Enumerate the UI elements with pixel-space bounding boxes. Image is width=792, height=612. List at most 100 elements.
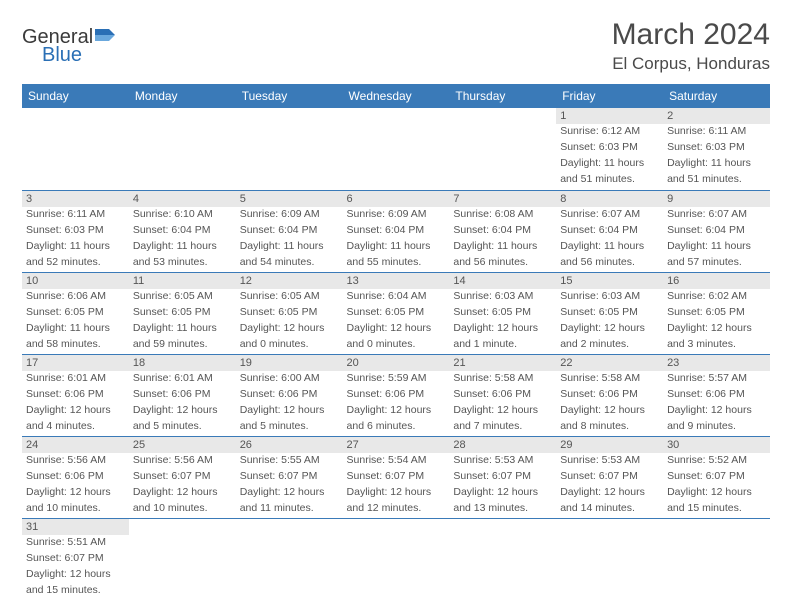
calendar-cell: 19Sunrise: 6:00 AMSunset: 6:06 PMDayligh… [236,354,343,436]
daylight-text: Daylight: 12 hours [129,403,236,419]
day-number: 27 [343,437,450,453]
daylight-text: Daylight: 12 hours [236,321,343,337]
daylight-text: Daylight: 11 hours [556,156,663,172]
sunrise-text: Sunrise: 6:03 AM [556,289,663,305]
sunset-text: Sunset: 6:07 PM [556,469,663,485]
daylight-text: Daylight: 12 hours [663,485,770,501]
daylight-text: Daylight: 12 hours [22,403,129,419]
daylight-text: Daylight: 12 hours [236,403,343,419]
day-number: 21 [449,355,556,371]
calendar-cell: 1Sunrise: 6:12 AMSunset: 6:03 PMDaylight… [556,108,663,190]
daylight-text: and 2 minutes. [556,337,663,353]
daylight-text: and 9 minutes. [663,419,770,435]
day-number [343,108,450,124]
calendar-cell: 21Sunrise: 5:58 AMSunset: 6:06 PMDayligh… [449,354,556,436]
calendar-cell: 17Sunrise: 6:01 AMSunset: 6:06 PMDayligh… [22,354,129,436]
day-number: 28 [449,437,556,453]
sunrise-text: Sunrise: 5:53 AM [556,453,663,469]
day-number: 31 [22,519,129,535]
sunrise-text: Sunrise: 6:04 AM [343,289,450,305]
calendar-cell [236,108,343,190]
day-number: 17 [22,355,129,371]
daylight-text: Daylight: 11 hours [663,156,770,172]
sunrise-text: Sunrise: 6:09 AM [343,207,450,223]
calendar-cell: 11Sunrise: 6:05 AMSunset: 6:05 PMDayligh… [129,272,236,354]
calendar-row: 1Sunrise: 6:12 AMSunset: 6:03 PMDaylight… [22,108,770,190]
calendar-cell: 24Sunrise: 5:56 AMSunset: 6:06 PMDayligh… [22,436,129,518]
daylight-text: and 57 minutes. [663,255,770,271]
sunset-text: Sunset: 6:07 PM [129,469,236,485]
sunset-text: Sunset: 6:06 PM [236,387,343,403]
sunset-text: Sunset: 6:06 PM [22,469,129,485]
sunset-text: Sunset: 6:03 PM [663,140,770,156]
daylight-text: and 0 minutes. [236,337,343,353]
weekday-header: Wednesday [343,84,450,108]
sunset-text: Sunset: 6:04 PM [236,223,343,239]
daylight-text: Daylight: 12 hours [449,485,556,501]
calendar-cell: 30Sunrise: 5:52 AMSunset: 6:07 PMDayligh… [663,436,770,518]
sunset-text: Sunset: 6:05 PM [343,305,450,321]
weekday-header: Thursday [449,84,556,108]
daylight-text: and 14 minutes. [556,501,663,517]
sunrise-text: Sunrise: 6:00 AM [236,371,343,387]
daylight-text: and 55 minutes. [343,255,450,271]
sunrise-text: Sunrise: 6:07 AM [556,207,663,223]
sunrise-text: Sunrise: 5:56 AM [129,453,236,469]
calendar-cell: 13Sunrise: 6:04 AMSunset: 6:05 PMDayligh… [343,272,450,354]
header: General March 2024 El Corpus, Honduras [22,18,770,74]
day-number [236,519,343,535]
daylight-text: Daylight: 12 hours [449,403,556,419]
sunrise-text: Sunrise: 6:10 AM [129,207,236,223]
day-number: 9 [663,191,770,207]
sunset-text: Sunset: 6:04 PM [129,223,236,239]
daylight-text: Daylight: 12 hours [663,403,770,419]
daylight-text: and 6 minutes. [343,419,450,435]
daylight-text: and 8 minutes. [556,419,663,435]
day-number [236,108,343,124]
daylight-text: Daylight: 12 hours [343,403,450,419]
sunrise-text: Sunrise: 6:07 AM [663,207,770,223]
daylight-text: Daylight: 12 hours [556,321,663,337]
weekday-header-row: Sunday Monday Tuesday Wednesday Thursday… [22,84,770,108]
calendar-cell: 31Sunrise: 5:51 AMSunset: 6:07 PMDayligh… [22,518,129,600]
day-number [556,519,663,535]
day-number [449,108,556,124]
day-number: 6 [343,191,450,207]
day-number: 8 [556,191,663,207]
calendar-cell: 8Sunrise: 6:07 AMSunset: 6:04 PMDaylight… [556,190,663,272]
daylight-text: Daylight: 11 hours [449,239,556,255]
daylight-text: Daylight: 12 hours [343,485,450,501]
sunrise-text: Sunrise: 6:05 AM [236,289,343,305]
sunset-text: Sunset: 6:04 PM [663,223,770,239]
daylight-text: and 5 minutes. [236,419,343,435]
calendar-cell: 25Sunrise: 5:56 AMSunset: 6:07 PMDayligh… [129,436,236,518]
daylight-text: Daylight: 12 hours [663,321,770,337]
daylight-text: Daylight: 12 hours [449,321,556,337]
calendar-cell: 5Sunrise: 6:09 AMSunset: 6:04 PMDaylight… [236,190,343,272]
sunset-text: Sunset: 6:07 PM [236,469,343,485]
sunset-text: Sunset: 6:06 PM [556,387,663,403]
day-number [343,519,450,535]
daylight-text: and 56 minutes. [556,255,663,271]
location-label: El Corpus, Honduras [612,54,770,74]
daylight-text: Daylight: 11 hours [129,321,236,337]
day-number: 29 [556,437,663,453]
calendar-cell: 15Sunrise: 6:03 AMSunset: 6:05 PMDayligh… [556,272,663,354]
daylight-text: Daylight: 11 hours [22,321,129,337]
sunset-text: Sunset: 6:05 PM [236,305,343,321]
sunset-text: Sunset: 6:04 PM [556,223,663,239]
logo-text-2: Blue [42,44,82,67]
title-block: March 2024 El Corpus, Honduras [612,18,770,74]
calendar-cell [343,108,450,190]
sunset-text: Sunset: 6:05 PM [22,305,129,321]
day-number: 11 [129,273,236,289]
daylight-text: and 0 minutes. [343,337,450,353]
sunset-text: Sunset: 6:03 PM [22,223,129,239]
sunset-text: Sunset: 6:06 PM [663,387,770,403]
sunset-text: Sunset: 6:06 PM [449,387,556,403]
daylight-text: and 53 minutes. [129,255,236,271]
calendar-cell: 3Sunrise: 6:11 AMSunset: 6:03 PMDaylight… [22,190,129,272]
day-number: 19 [236,355,343,371]
calendar-cell: 29Sunrise: 5:53 AMSunset: 6:07 PMDayligh… [556,436,663,518]
calendar-cell: 23Sunrise: 5:57 AMSunset: 6:06 PMDayligh… [663,354,770,436]
